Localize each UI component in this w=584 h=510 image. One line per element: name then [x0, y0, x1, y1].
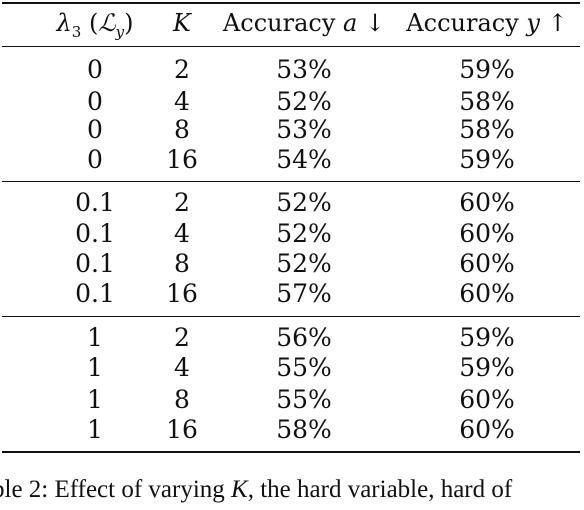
- cell-k: 4: [174, 353, 190, 382]
- cell-k: 8: [174, 249, 190, 278]
- paren-open: (: [88, 9, 99, 37]
- table-row: 0 8 53% 58%: [0, 113, 584, 146]
- table-row: 0.1 2 52% 60%: [0, 186, 584, 219]
- header-accuracy-y-text: Accuracy: [406, 9, 519, 37]
- paren-close: ): [124, 9, 134, 37]
- loss-symbol: ℒ: [98, 9, 116, 37]
- header-accuracy-y: Accuracy y ↑: [396, 6, 578, 40]
- cell-accuracy-a: 52%: [276, 219, 332, 248]
- table-row: 0.1 16 57% 60%: [0, 277, 584, 310]
- cell-k: 8: [174, 385, 190, 414]
- lambda-subscript: 3: [71, 22, 82, 41]
- table-row: 1 2 56% 59%: [0, 321, 584, 354]
- cell-accuracy-y: 60%: [459, 415, 515, 444]
- cell-accuracy-y: 60%: [459, 219, 515, 248]
- cell-lambda: 0.1: [75, 249, 115, 278]
- cell-accuracy-y: 59%: [459, 353, 515, 382]
- table-row: 1 8 55% 60%: [0, 383, 584, 416]
- cell-accuracy-y: 60%: [459, 279, 515, 308]
- cell-accuracy-y: 59%: [459, 145, 515, 174]
- cell-lambda: 1: [87, 385, 103, 414]
- header-k: K: [173, 9, 191, 37]
- up-arrow-icon: ↑: [547, 9, 568, 37]
- cell-accuracy-a: 53%: [276, 55, 332, 84]
- cell-lambda: 0.1: [75, 279, 115, 308]
- cell-k: 16: [166, 145, 198, 174]
- cell-accuracy-a: 55%: [276, 353, 332, 382]
- group-rule: [2, 181, 580, 182]
- header-accuracy-a-text: Accuracy: [222, 9, 336, 37]
- cell-accuracy-a: 53%: [276, 115, 332, 144]
- cell-lambda: 0: [87, 87, 103, 116]
- down-arrow-icon: ↓: [364, 9, 386, 37]
- table-row: 0 16 54% 59%: [0, 143, 584, 176]
- cell-accuracy-y: 59%: [459, 323, 515, 352]
- cell-k: 2: [174, 55, 190, 84]
- cell-accuracy-y: 60%: [459, 385, 515, 414]
- cell-lambda: 0.1: [75, 188, 115, 217]
- table-row: 0.1 8 52% 60%: [0, 247, 584, 280]
- cell-accuracy-y: 58%: [459, 87, 515, 116]
- cell-accuracy-a: 58%: [276, 415, 332, 444]
- cell-lambda: 1: [87, 353, 103, 382]
- cell-lambda: 1: [87, 415, 103, 444]
- table-row: 0 4 52% 58%: [0, 85, 584, 118]
- cell-k: 16: [166, 415, 198, 444]
- table-row: 0 2 53% 59%: [0, 53, 584, 86]
- group-rule: [2, 316, 580, 317]
- table-row: 1 16 58% 60%: [0, 413, 584, 446]
- lambda-symbol: λ: [56, 9, 72, 37]
- cell-lambda: 0.1: [75, 219, 115, 248]
- cell-k: 2: [174, 188, 190, 217]
- header-rule: [2, 46, 580, 47]
- cell-accuracy-a: 52%: [276, 87, 332, 116]
- cell-k: 4: [174, 87, 190, 116]
- cell-lambda: 1: [87, 323, 103, 352]
- table-row: 1 4 55% 59%: [0, 351, 584, 384]
- cell-accuracy-a: 52%: [276, 249, 332, 278]
- cell-accuracy-y: 60%: [459, 249, 515, 278]
- header-accuracy-y-var: y: [526, 9, 540, 37]
- table-row: 0.1 4 52% 60%: [0, 217, 584, 250]
- cell-k: 2: [174, 323, 190, 352]
- cell-accuracy-a: 52%: [276, 188, 332, 217]
- cell-accuracy-y: 59%: [459, 55, 515, 84]
- table-caption: ble 2: Effect of varying K, the hard var…: [0, 470, 584, 510]
- header-accuracy-a-var: a: [343, 9, 358, 37]
- table-top-rule: [2, 2, 580, 4]
- cell-accuracy-a: 54%: [276, 145, 332, 174]
- table-bottom-rule: [2, 451, 580, 453]
- cell-k: 4: [174, 219, 190, 248]
- table-header-row: λ3 (ℒy) K Accuracy a ↓ Accuracy y ↑: [0, 6, 584, 41]
- loss-subscript: y: [115, 22, 125, 41]
- cell-accuracy-y: 58%: [459, 115, 515, 144]
- cell-lambda: 0: [87, 145, 103, 174]
- cell-accuracy-a: 57%: [276, 279, 332, 308]
- cell-lambda: 0: [87, 115, 103, 144]
- header-lambda-3-ly: λ3 (ℒy): [10, 6, 180, 49]
- cell-accuracy-a: 55%: [276, 385, 332, 414]
- cell-k: 16: [166, 279, 198, 308]
- cell-lambda: 0: [87, 55, 103, 84]
- header-accuracy-a: Accuracy a ↓: [218, 6, 390, 40]
- cell-k: 8: [174, 115, 190, 144]
- cell-accuracy-y: 60%: [459, 188, 515, 217]
- cell-accuracy-a: 56%: [276, 323, 332, 352]
